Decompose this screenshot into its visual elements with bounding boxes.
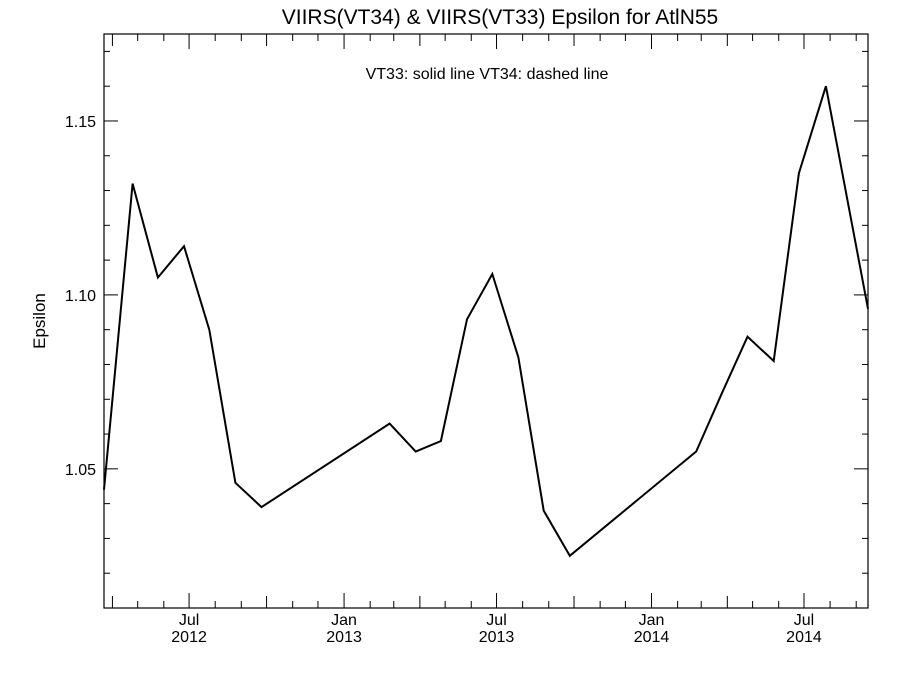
y-tick-label: 1.15 xyxy=(65,114,96,131)
line-style-legend: VT33: solid line VT34: dashed line xyxy=(366,66,609,83)
x-tick-label-year: 2014 xyxy=(786,629,822,646)
x-tick-label-month: Jul xyxy=(486,612,506,629)
y-tick-label: 1.05 xyxy=(65,462,96,479)
y-axis-label: Epsilon xyxy=(30,293,49,349)
x-tick-label-month: Jan xyxy=(639,612,665,629)
chart-title: VIIRS(VT34) & VIIRS(VT33) Epsilon for At… xyxy=(282,6,719,29)
x-tick-label-month: Jul xyxy=(179,612,199,629)
x-tick-label-year: 2012 xyxy=(171,629,207,646)
x-tick-label-year: 2013 xyxy=(479,629,515,646)
x-tick-label-month: Jan xyxy=(331,612,357,629)
series-line-solid xyxy=(103,85,869,558)
y-tick-label: 1.10 xyxy=(65,288,96,305)
plot-frame xyxy=(103,33,869,609)
series-layer xyxy=(103,85,869,558)
x-tick-label-month: Jul xyxy=(794,612,814,629)
axis-tick-labels: 1.051.101.15Jul2012Jan2013Jul2013Jan2014… xyxy=(65,114,822,646)
x-tick-label-year: 2014 xyxy=(634,629,670,646)
axis-ticks xyxy=(104,34,868,608)
x-tick-label-year: 2013 xyxy=(326,629,362,646)
